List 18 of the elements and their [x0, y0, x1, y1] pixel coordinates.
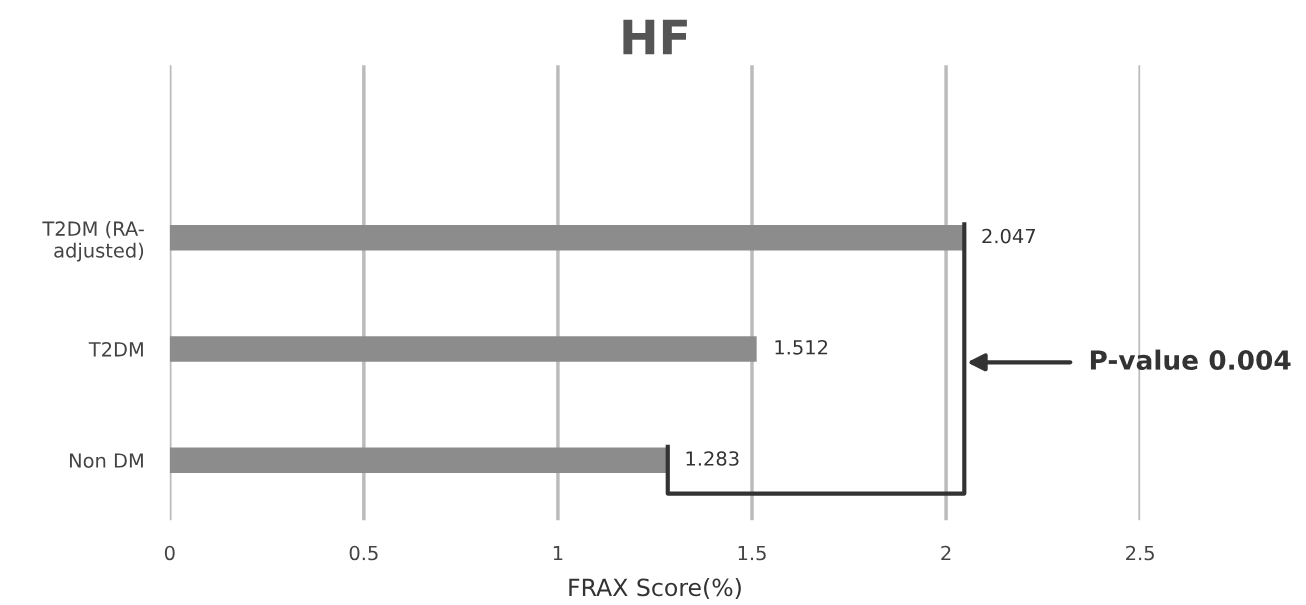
x-tick-label: 1.5: [738, 545, 766, 561]
data-label: 2.047: [982, 228, 1035, 244]
y-tick-label: Non DM: [69, 453, 143, 468]
bar: [169, 336, 757, 362]
chart-title: HF: [623, 19, 687, 55]
y-tick-label: T2DM (RA- adjusted): [42, 220, 144, 262]
bar: [169, 447, 668, 474]
data-label: 1.283: [686, 451, 739, 466]
y-tick-label: T2DM: [88, 341, 143, 357]
x-tick-label: 0.5: [349, 545, 378, 561]
annotation: P-value 0.004: [1090, 349, 1291, 370]
bar: [169, 224, 965, 251]
x-tick-label: 0: [164, 545, 175, 561]
x-tick-label: 2.5: [1126, 545, 1154, 561]
x-tick-label: 2: [941, 545, 951, 561]
data-label: 1.512: [775, 339, 828, 355]
x-tick-label: 1: [553, 545, 563, 561]
x-axis-title: FRAX Score(%): [569, 578, 741, 600]
